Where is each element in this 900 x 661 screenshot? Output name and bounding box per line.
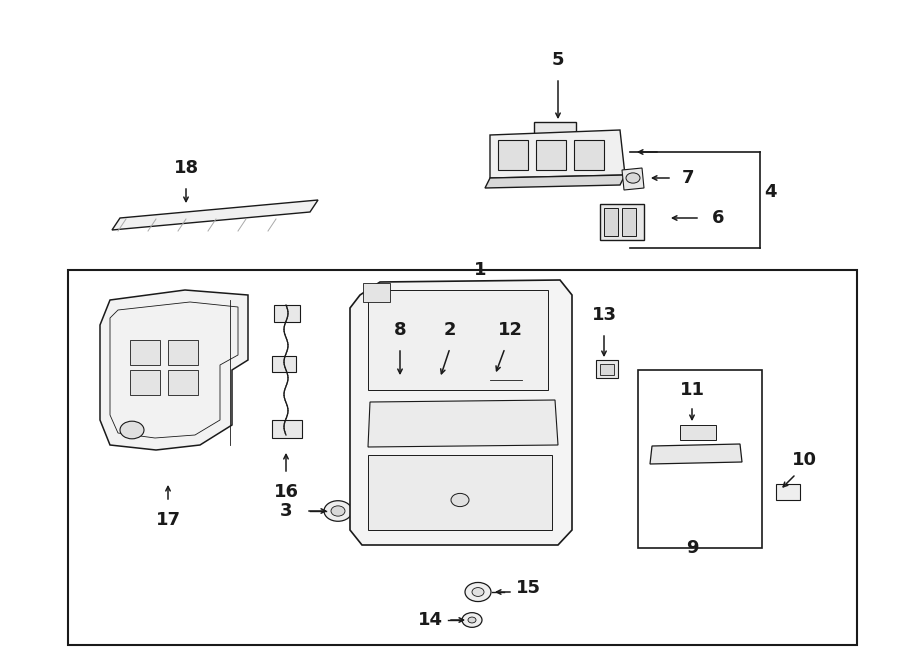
Text: 12: 12 <box>498 321 523 339</box>
Circle shape <box>324 501 352 522</box>
Bar <box>368 455 552 530</box>
Bar <box>168 340 198 365</box>
Bar <box>363 283 390 302</box>
Text: 14: 14 <box>418 611 443 629</box>
Text: 13: 13 <box>591 306 617 324</box>
Circle shape <box>331 506 345 516</box>
Polygon shape <box>600 204 644 240</box>
Bar <box>604 208 618 236</box>
Circle shape <box>462 613 482 627</box>
Polygon shape <box>100 290 248 450</box>
Circle shape <box>429 368 457 388</box>
Bar <box>130 370 160 395</box>
Bar <box>574 140 604 170</box>
Bar <box>272 420 302 438</box>
Text: 7: 7 <box>682 169 694 187</box>
Circle shape <box>472 588 484 596</box>
Circle shape <box>451 493 469 506</box>
Bar <box>638 370 762 548</box>
Text: 9: 9 <box>686 539 698 557</box>
Circle shape <box>120 421 144 439</box>
Bar <box>368 290 548 390</box>
Bar <box>536 140 566 170</box>
Bar <box>498 140 528 170</box>
Text: 3: 3 <box>280 502 292 520</box>
Bar <box>68 270 857 645</box>
Text: 10: 10 <box>791 451 816 469</box>
Text: 8: 8 <box>393 321 406 339</box>
Text: 11: 11 <box>680 381 705 399</box>
Bar <box>776 484 800 500</box>
Bar <box>596 360 618 378</box>
Bar <box>600 364 614 375</box>
Polygon shape <box>112 200 318 230</box>
Polygon shape <box>350 280 572 545</box>
Polygon shape <box>485 175 625 188</box>
Text: 16: 16 <box>274 483 299 501</box>
Text: 2: 2 <box>444 321 456 339</box>
Polygon shape <box>650 444 742 464</box>
Circle shape <box>468 617 476 623</box>
Bar <box>168 370 198 395</box>
Circle shape <box>436 373 450 383</box>
Bar <box>274 305 300 322</box>
Text: 18: 18 <box>174 159 199 177</box>
Bar <box>534 122 576 136</box>
Polygon shape <box>490 130 625 178</box>
Text: 17: 17 <box>156 511 181 529</box>
Polygon shape <box>490 358 522 383</box>
Bar <box>622 208 636 236</box>
Text: 5: 5 <box>552 51 564 69</box>
Text: 15: 15 <box>516 579 541 597</box>
Text: 4: 4 <box>764 183 776 201</box>
Circle shape <box>626 173 640 183</box>
Bar <box>388 375 412 395</box>
Polygon shape <box>622 168 644 190</box>
Text: 1: 1 <box>473 261 486 279</box>
Bar <box>130 340 160 365</box>
Bar <box>272 356 296 372</box>
Polygon shape <box>368 400 558 447</box>
Text: 6: 6 <box>712 209 724 227</box>
Bar <box>680 425 716 440</box>
Circle shape <box>465 582 491 602</box>
